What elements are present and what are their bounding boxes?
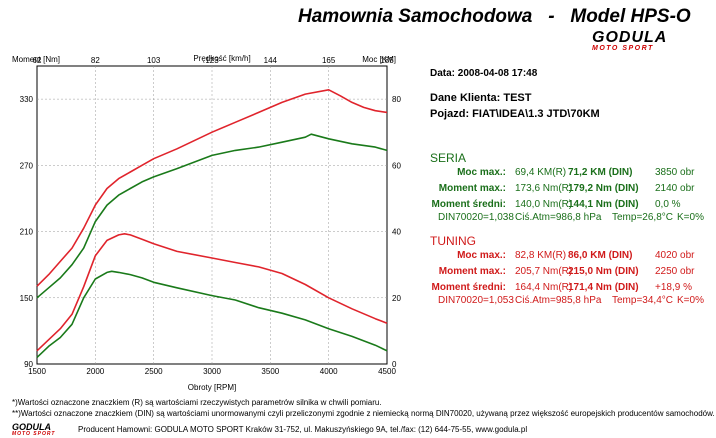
tuning-din-factor: DIN70020=1,053 [438, 295, 514, 306]
tuning-row-2-din-value: 215,0 Nm (DIN) [568, 266, 639, 277]
footnote-r: *)Wartości oznaczone znaczkiem (R) są wa… [12, 398, 382, 407]
seria-row-1-extra-value: 3850 obr [655, 167, 695, 178]
right-tick-label: 40 [392, 228, 401, 237]
logo-text: GODULA [592, 29, 668, 46]
seria-row-2-r-value: 173,6 Nm(R) [515, 183, 573, 194]
x-tick-label: 3500 [261, 367, 279, 376]
left-tick-label: 150 [20, 294, 34, 303]
left-axis-label: Moment [Nm] [12, 55, 60, 64]
seria-row-1-din-value: 71,2 KM (DIN) [568, 167, 633, 178]
top-tick-label: 82 [91, 56, 100, 65]
godula-logo: GODULA MOTO SPORT [592, 29, 678, 53]
godula-logo-small: GODULA MOTO SPORT [12, 422, 72, 438]
producer-info: Producent Hamowni: GODULA MOTO SPORT Kra… [78, 425, 528, 434]
client-name: Dane Klienta: TEST [430, 92, 532, 104]
tuning-temp: Temp=34,4°C [612, 295, 673, 306]
tuning-power-line [36, 88, 388, 287]
tuning-row-3-din-value: 171,4 Nm (DIN) [568, 282, 639, 293]
top-tick-label: 103 [147, 56, 161, 65]
x-tick-label: 4500 [378, 367, 396, 376]
seria-power-line [36, 133, 388, 299]
top-tick-label: 62 [33, 56, 42, 65]
tuning-torque-line [36, 233, 388, 352]
top-tick-label: 165 [322, 56, 336, 65]
seria-temp: Temp=26,8°C [612, 212, 673, 223]
seria-row-2-din-value: 179,2 Nm (DIN) [568, 183, 639, 194]
left-tick-label: 330 [20, 95, 34, 104]
seria-row-1-label: Moc max.: [457, 167, 506, 178]
seria-din-factor: DIN70020=1,038 [438, 212, 514, 223]
right-tick-label: 20 [392, 294, 401, 303]
right-tick-label: 80 [392, 95, 401, 104]
tuning-row-2-r-value: 205,7 Nm(R) [515, 266, 573, 277]
right-tick-label: 0 [392, 360, 397, 369]
seria-row-3-din-value: 144,1 Nm (DIN) [568, 199, 639, 210]
tuning-row-2-extra-value: 2250 obr [655, 266, 695, 277]
right-axis-label: Moc [KM] [362, 55, 396, 64]
logo-small-subtext: MOTO SPORT [12, 431, 56, 437]
tuning-row-3-r-value: 164,4 Nm(R) [515, 282, 573, 293]
footnote-din: **)Wartości oznaczone znaczkiem (DIN) są… [12, 409, 715, 418]
top-tick-label: 185 [380, 56, 394, 65]
chart-ticks: 1500622000822500103300012335001444000165… [20, 56, 402, 376]
x-axis-label: Obroty [RPM] [188, 383, 236, 392]
test-date: Data: 2008-04-08 17:48 [430, 68, 538, 79]
seria-row-3-label: Moment średni: [431, 199, 506, 210]
right-tick-label: 60 [392, 161, 401, 170]
logo-small-text: GODULA [12, 422, 51, 432]
tuning-row-3-label: Moment średni: [431, 282, 506, 293]
left-tick-label: 90 [24, 360, 33, 369]
top-axis-label: Prędkość [km/h] [193, 54, 250, 63]
seria-row-2-label: Moment max.: [438, 183, 506, 194]
seria-row-3-extra-value: 0,0 % [655, 199, 681, 210]
tuning-k: K=0% [677, 295, 704, 306]
x-tick-label: 4000 [320, 367, 338, 376]
seria-row-2-extra-value: 2140 obr [655, 183, 695, 194]
seria-torque-line [36, 270, 388, 358]
tuning-row-3-extra-value: +18,9 % [655, 282, 692, 293]
chart-series [36, 88, 388, 358]
seria-row-3-r-value: 140,0 Nm(R) [515, 199, 573, 210]
tuning-row-1-label: Moc max.: [457, 250, 506, 261]
page-title: Hamownia Samochodowa - Model HPS-O [298, 6, 691, 27]
seria-k: K=0% [677, 212, 704, 223]
left-tick-label: 270 [20, 161, 34, 170]
x-tick-label: 1500 [28, 367, 46, 376]
chart-grid [36, 65, 388, 365]
tuning-row-1-extra-value: 4020 obr [655, 250, 695, 261]
seria-row-1-r-value: 69,4 KM(R) [515, 167, 567, 178]
top-tick-label: 123 [205, 56, 219, 65]
dyno-chart: Moment [Nm] Prędkość [km/h] Moc [KM] Obr… [12, 54, 402, 392]
tuning-row-1-r-value: 82,8 KM(R) [515, 250, 567, 261]
tuning-title: TUNING [430, 234, 476, 248]
x-tick-label: 3000 [203, 367, 221, 376]
top-tick-label: 144 [264, 56, 278, 65]
vehicle-name: Pojazd: FIAT\IDEA\1.3 JTD\70KM [430, 108, 600, 120]
tuning-row-2-label: Moment max.: [438, 266, 506, 277]
left-tick-label: 210 [20, 228, 34, 237]
x-tick-label: 2000 [86, 367, 104, 376]
seria-atm: Ciś.Atm=986,8 hPa [515, 212, 602, 223]
logo-subtext: MOTO SPORT [592, 45, 654, 52]
tuning-row-1-din-value: 86,0 KM (DIN) [568, 250, 633, 261]
seria-title: SERIA [430, 151, 467, 165]
x-tick-label: 2500 [145, 367, 163, 376]
tuning-atm: Ciś.Atm=985,8 hPa [515, 295, 602, 306]
